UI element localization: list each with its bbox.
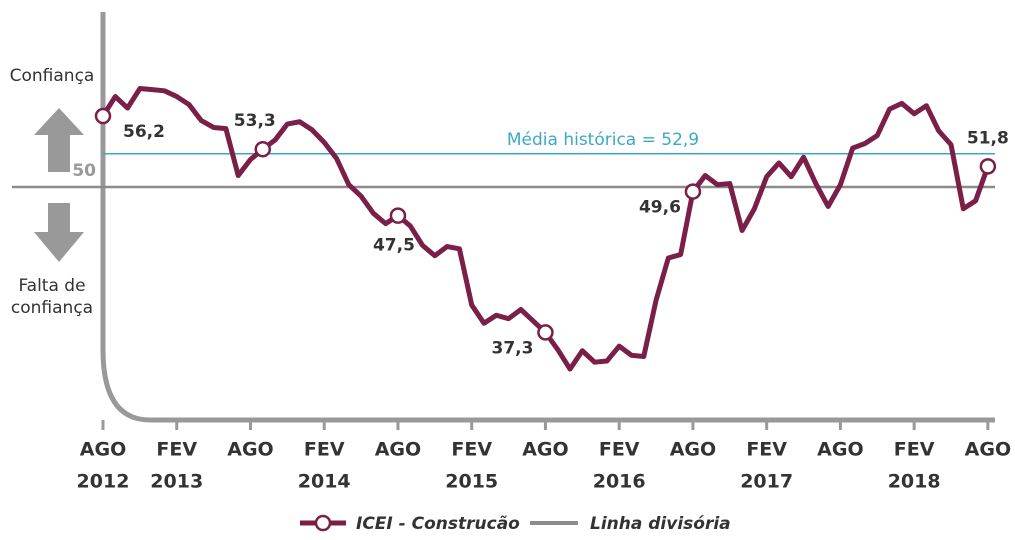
- x-tick-label: 2016: [593, 471, 646, 493]
- data-point: [979, 158, 997, 175]
- data-point: [389, 207, 407, 224]
- mean-label: Média histórica = 52,9: [507, 130, 699, 150]
- side-label: confiança: [11, 298, 93, 318]
- x-tick-label: FEV: [304, 439, 345, 461]
- data-point: [537, 324, 554, 341]
- x-tick-label: FEV: [156, 439, 197, 461]
- value-label: 51,8: [967, 128, 1009, 148]
- x-tick-label: FEV: [894, 439, 935, 461]
- side-label: Falta de: [18, 276, 85, 296]
- value-label: 53,3: [234, 111, 276, 131]
- x-tick-label: FEV: [599, 439, 640, 461]
- x-tick-label: 2014: [298, 471, 351, 493]
- x-tick-label: FEV: [451, 439, 492, 461]
- x-tick-label: FEV: [746, 439, 787, 461]
- data-point: [684, 183, 702, 200]
- data-point: [254, 140, 272, 158]
- value-label: 47,5: [373, 236, 415, 256]
- value-label: 56,2: [123, 122, 165, 142]
- x-tick-label: 2018: [888, 471, 941, 493]
- x-tick-label: 2017: [740, 471, 793, 493]
- x-tick-label: 2012: [77, 471, 130, 493]
- value-label: 49,6: [639, 198, 681, 218]
- side-label: Confiança: [10, 66, 95, 86]
- up-arrow: [34, 108, 84, 172]
- x-tick-label: AGO: [80, 439, 126, 461]
- axis: [100, 12, 995, 423]
- value-label: 37,3: [491, 338, 533, 358]
- x-tick-label: AGO: [522, 439, 568, 461]
- legend-label: Linha divisória: [590, 514, 731, 534]
- x-tick-label: AGO: [670, 439, 716, 461]
- legend-marker: [314, 514, 332, 532]
- legend-label: ICEI - Construcão: [356, 514, 520, 534]
- data-point: [94, 107, 112, 125]
- x-tick-label: AGO: [375, 439, 421, 461]
- x-tick-label: 2013: [150, 471, 203, 493]
- x-tick-label: 2015: [445, 471, 498, 493]
- x-tick-label: AGO: [227, 439, 273, 461]
- y-tick-label: 50: [72, 161, 96, 181]
- x-tick-label: AGO: [817, 439, 863, 461]
- x-tick-label: AGO: [965, 439, 1011, 461]
- down-arrow: [34, 203, 84, 262]
